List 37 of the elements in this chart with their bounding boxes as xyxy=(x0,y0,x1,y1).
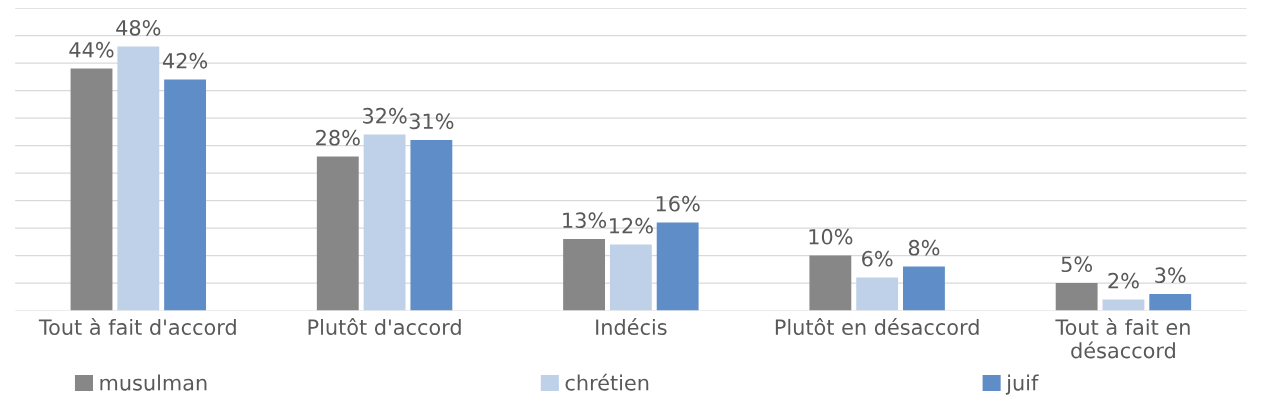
bar xyxy=(563,239,606,311)
bar xyxy=(1055,283,1098,311)
legend-label: juif xyxy=(1005,374,1039,395)
legend-label: musulman xyxy=(100,374,207,391)
data-label: 5% xyxy=(1061,256,1093,273)
bar xyxy=(809,255,852,311)
data-label: 10% xyxy=(809,228,853,245)
x-tick-label: Indécis xyxy=(596,318,667,336)
data-label: 48% xyxy=(116,19,161,36)
bar xyxy=(117,46,160,311)
bar xyxy=(164,79,207,311)
data-label: 13% xyxy=(563,212,607,229)
data-label: 44% xyxy=(69,41,114,58)
x-tick-label: Plutôt d'accord xyxy=(308,318,461,336)
bar xyxy=(609,244,652,311)
x-tick-label: Tout à fait d'accord xyxy=(38,318,236,336)
x-tick-label: Tout à fait en désaccord xyxy=(1055,318,1190,359)
bar xyxy=(316,156,359,311)
bar xyxy=(856,277,899,311)
data-label: 31% xyxy=(409,113,454,130)
data-label: 3% xyxy=(1155,267,1186,284)
bar xyxy=(903,266,945,311)
bar xyxy=(363,134,406,311)
data-label: 32% xyxy=(363,107,407,124)
data-label: 6% xyxy=(862,250,893,267)
data-label: 16% xyxy=(656,195,700,212)
x-tick-label: Plutôt en désaccord xyxy=(775,318,979,336)
data-label: 28% xyxy=(316,129,360,146)
data-label: 42% xyxy=(162,52,208,69)
bar xyxy=(656,222,699,311)
bar xyxy=(70,68,113,311)
legend-label: chrétien xyxy=(565,373,649,391)
bar xyxy=(410,140,453,311)
data-label: 12% xyxy=(610,217,653,234)
bar xyxy=(1149,294,1192,311)
data-label: 8% xyxy=(908,239,940,256)
data-label: 2% xyxy=(1108,272,1139,289)
